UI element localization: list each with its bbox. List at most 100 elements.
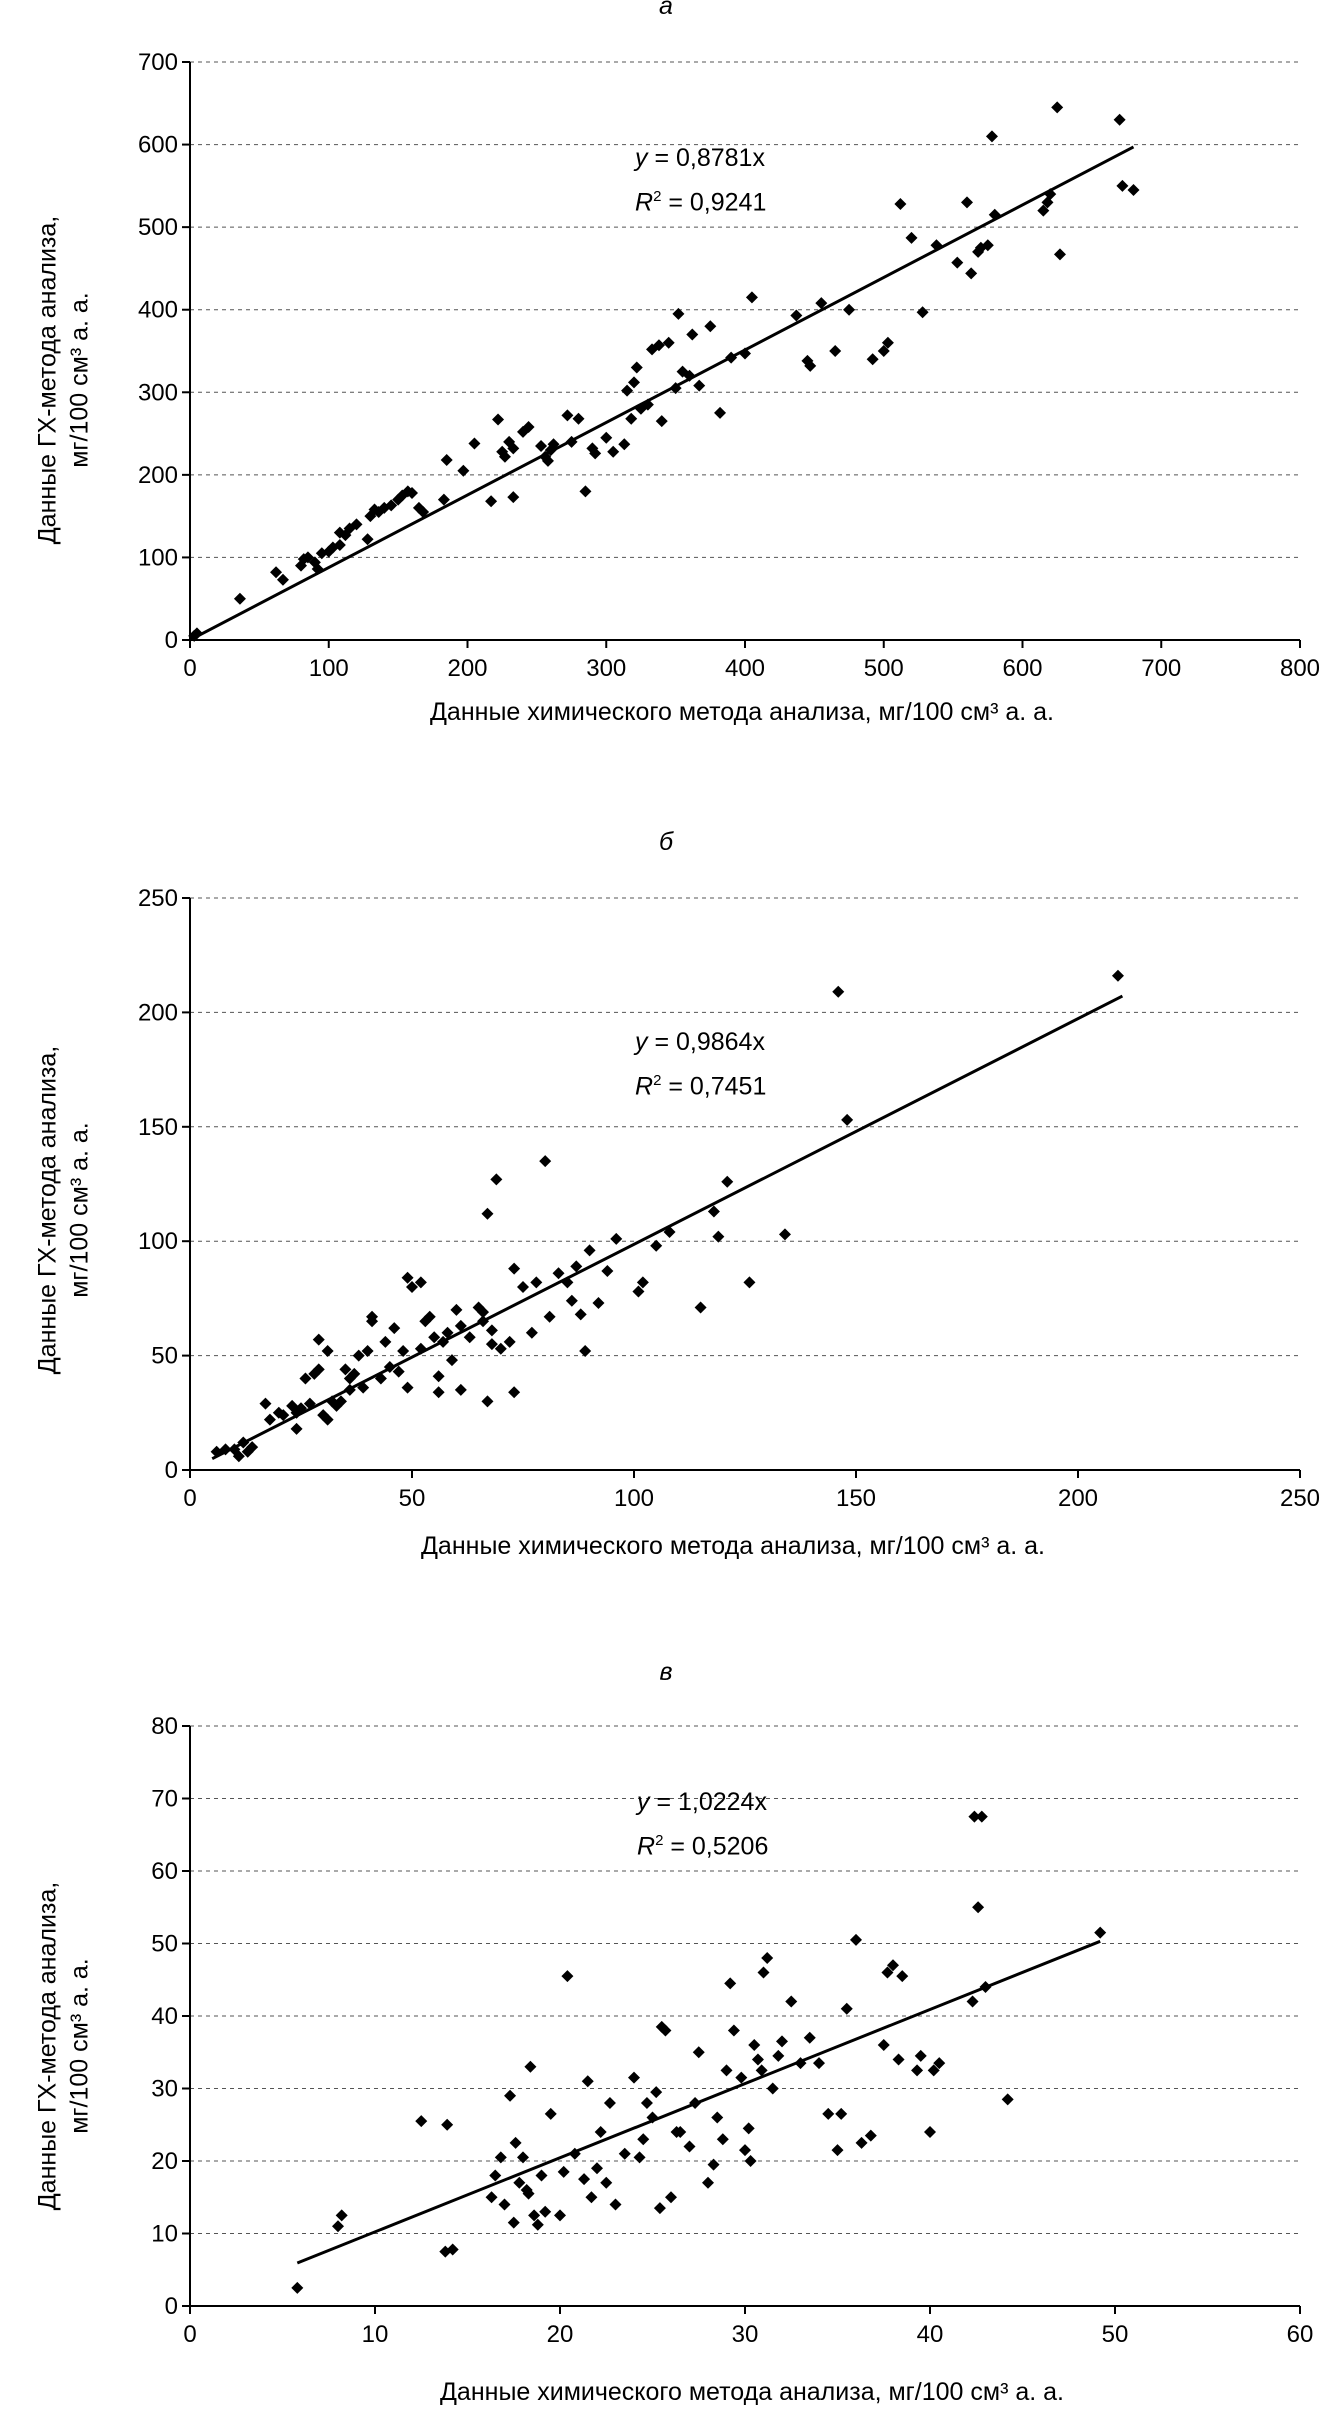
y-tick-label: 0: [165, 627, 178, 654]
trend-line: [211, 994, 1124, 1461]
data-point: [450, 1303, 463, 1316]
y-tick-label: 10: [151, 2221, 178, 2248]
data-point: [720, 2064, 733, 2077]
data-point: [339, 1363, 352, 1376]
data-point: [489, 2169, 502, 2182]
data-point: [539, 1155, 552, 1168]
y-tick-label: 100: [138, 544, 178, 571]
y-tick-label: 100: [138, 1228, 178, 1255]
r-squared-value: = 0,9241: [661, 188, 767, 217]
x-tick-label: 400: [725, 655, 765, 682]
x-tick-label: 0: [183, 1485, 196, 1512]
data-point: [507, 442, 520, 455]
data-point: [669, 382, 682, 395]
data-point: [877, 2039, 890, 2051]
data-point: [557, 2165, 570, 2178]
data-point: [437, 493, 450, 506]
data-point: [428, 1331, 441, 1344]
data-point: [757, 1966, 770, 1979]
data-point: [1001, 2093, 1014, 2106]
data-point: [632, 1285, 645, 1298]
data-point: [446, 2243, 459, 2256]
x-tick-label: 150: [836, 1485, 876, 1512]
data-point: [333, 539, 346, 552]
data-point: [716, 2133, 729, 2146]
data-point: [640, 2097, 653, 2109]
data-point: [665, 2191, 677, 2204]
data-point: [628, 2071, 640, 2084]
trend-equation-value: = 0,8781x: [647, 144, 765, 172]
data-point: [646, 2111, 659, 2124]
data-point: [397, 1345, 410, 1358]
data-point: [916, 306, 929, 319]
data-point: [547, 438, 560, 451]
y-tick-label: 300: [138, 379, 178, 406]
data-point: [745, 291, 758, 304]
scatter-chart-b: 0 50 100 150 200 250 0 50 100 150 200 250: [138, 885, 1320, 1512]
data-point: [739, 347, 751, 360]
data-point: [401, 1271, 414, 1284]
data-point: [312, 1363, 325, 1376]
data-point: [743, 1276, 756, 1289]
data-point: [591, 2162, 603, 2175]
data-point: [877, 345, 890, 357]
data-point: [513, 2176, 526, 2189]
data-point: [321, 1413, 334, 1426]
data-point: [554, 2209, 566, 2222]
data-point: [653, 2202, 666, 2215]
data-point: [561, 1970, 574, 1983]
x-tick-label: 250: [1280, 1485, 1320, 1512]
r-squared: R2 = 0,9241: [635, 188, 767, 217]
y-tick-label: 50: [151, 1931, 178, 1958]
data-point: [618, 2147, 631, 2160]
data-point: [748, 2039, 761, 2051]
data-point: [343, 1383, 356, 1396]
data-point: [933, 2057, 946, 2070]
x-tick-label: 500: [864, 655, 904, 682]
data-point: [276, 573, 289, 586]
data-point: [406, 487, 418, 500]
data-point: [498, 450, 511, 463]
x-tick-label: 50: [399, 1485, 426, 1512]
data-point: [966, 1995, 979, 2008]
data-point: [1053, 248, 1066, 261]
data-point: [477, 1306, 490, 1319]
data-point: [618, 438, 631, 451]
panel-letter: в: [659, 1658, 673, 1686]
y-tick-label: 80: [151, 1713, 178, 1740]
data-point: [686, 328, 699, 341]
data-point: [374, 1372, 387, 1385]
data-point: [621, 384, 634, 397]
data-point: [975, 1810, 988, 1823]
data-point: [704, 320, 717, 333]
data-point: [383, 1361, 396, 1374]
chart-panel-b: б 0 50 100 150 200 250 0 50 100 150 200 250 Данные …: [0, 810, 1329, 1630]
data-point: [694, 1301, 707, 1314]
data-point: [468, 437, 481, 450]
x-axis-label: Данные химического метода анализа, мг/10…: [429, 698, 1055, 726]
data-point: [592, 1296, 605, 1309]
data-point: [507, 491, 520, 504]
data-point: [961, 196, 973, 209]
data-point: [561, 409, 574, 422]
data-point: [388, 1322, 401, 1335]
data-point: [379, 1335, 392, 1348]
data-point: [724, 1977, 737, 1990]
data-point: [1094, 1926, 1107, 1939]
data-point: [822, 2107, 835, 2120]
y-tick-label: 70: [151, 1786, 178, 1813]
y-tick-label: 20: [151, 2148, 178, 2175]
data-point: [334, 1395, 347, 1408]
data-point: [361, 533, 374, 546]
data-point: [485, 1338, 498, 1351]
data-point: [603, 2097, 616, 2109]
data-point: [485, 2191, 498, 2204]
data-point: [702, 2176, 714, 2189]
data-point: [237, 1436, 250, 1449]
data-point: [683, 369, 696, 382]
data-point: [581, 2075, 594, 2088]
data-point: [1116, 179, 1129, 192]
data-point: [522, 420, 535, 433]
data-point: [286, 1399, 299, 1412]
x-tick-label: 20: [547, 2321, 574, 2348]
